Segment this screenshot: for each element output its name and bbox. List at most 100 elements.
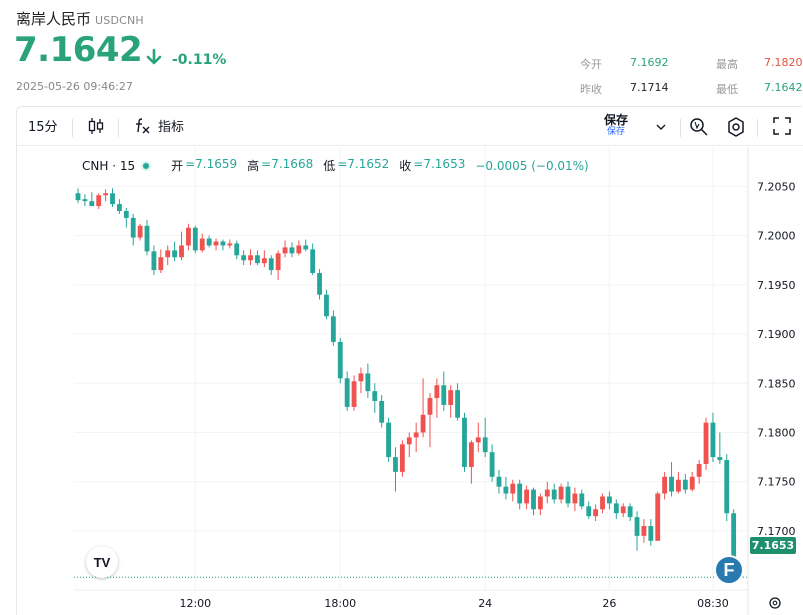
candle [406,432,412,458]
f-badge-icon[interactable]: F [714,555,744,585]
y-tick-label: 7.1850 [757,377,796,390]
candle-body [137,225,143,238]
symbol-code: USDCNH [95,14,144,27]
candle [441,371,447,411]
candle [682,473,688,494]
candle [330,310,336,346]
interval-button[interactable]: 15分 [28,116,58,135]
candle [324,289,329,320]
candle-body [268,258,274,271]
candle-body [676,479,681,492]
candle-body [179,245,184,258]
candle [116,199,122,214]
candle-body [248,255,253,261]
stat-open-label: 今开 [580,58,602,71]
tradingview-logo[interactable]: TV [86,546,118,578]
candle [192,225,198,254]
candle [496,469,502,494]
stat-prev-close-label: 昨收 [580,83,602,96]
chart-panel [16,106,802,615]
candle-body [593,509,599,517]
candle-body [524,489,530,504]
candle [613,499,619,520]
candle [641,519,647,543]
candle [213,238,219,251]
quick-search-icon[interactable] [688,116,710,138]
toolbar-divider [118,119,119,137]
candle [427,393,433,448]
candle [503,476,509,500]
candle-body [427,398,433,415]
candle [696,460,702,484]
x-tick-label: 26 [602,597,616,610]
stat-open: 今开 7.1692 [580,56,669,72]
candle-body [234,243,240,256]
y-tick-label: 7.1900 [757,328,796,341]
candle-body [324,294,329,317]
candle [158,249,164,274]
candle [600,493,605,514]
candle [165,245,171,266]
x-tick-label: 08:30 [697,597,729,610]
symbol-name: 离岸人民币 [16,10,92,28]
candle-body [462,417,467,467]
candle-body [475,437,481,443]
candle [172,241,178,262]
candle-body [337,341,343,379]
candle-body [551,489,557,500]
legend-symbol[interactable]: CNH · 15 [82,158,136,173]
settings-icon[interactable] [725,116,747,138]
candle-body [682,479,688,490]
candle [662,471,668,500]
x-tick-label: 24 [478,597,492,610]
candle-body [289,247,295,254]
candle [241,250,247,266]
candle [96,193,102,210]
stat-low-value: 7.1642 [764,81,803,94]
candle-body [158,257,164,271]
candle-body [82,199,88,202]
candle [303,239,309,252]
candle-body [641,526,647,536]
candle [710,412,716,463]
candle-body [579,493,585,507]
candle-body [586,506,592,517]
chart-type-button[interactable] [88,117,104,135]
x-tick-label: 12:00 [179,597,211,610]
stat-prev-close-value: 7.1714 [630,81,669,94]
candle [227,239,233,249]
fullscreen-icon[interactable] [772,116,792,136]
y-tick-label: 7.2050 [757,180,796,193]
candle-body [634,517,640,536]
candle-body [662,476,668,494]
stat-high-label: 最高 [716,58,738,71]
candle-body [731,513,737,572]
save-button[interactable]: 保存 保存 [604,114,628,137]
candle-body [165,250,171,258]
candle [220,239,226,251]
chevron-down-icon[interactable] [655,121,667,133]
candle [462,412,467,472]
indicators-label: 指标 [158,120,185,135]
candle [434,378,440,418]
candle [151,245,157,275]
candle [130,213,136,246]
candle-body [600,496,605,510]
candle-body [192,227,198,251]
y-tick-label: 7.1700 [757,525,796,538]
toolbar-divider [72,119,73,137]
candle-body [510,483,516,494]
candle [179,231,184,261]
candle [103,189,109,202]
candle-body [441,385,447,405]
candle-body [393,457,398,472]
candle-body [186,227,191,246]
candle [455,383,461,421]
candle [593,504,599,522]
candle-body [365,373,371,392]
candle [607,491,612,510]
interval-label: 15分 [28,120,58,135]
current-price: 7.1642 [14,30,143,70]
indicators-button[interactable]: 指标 [134,116,184,135]
